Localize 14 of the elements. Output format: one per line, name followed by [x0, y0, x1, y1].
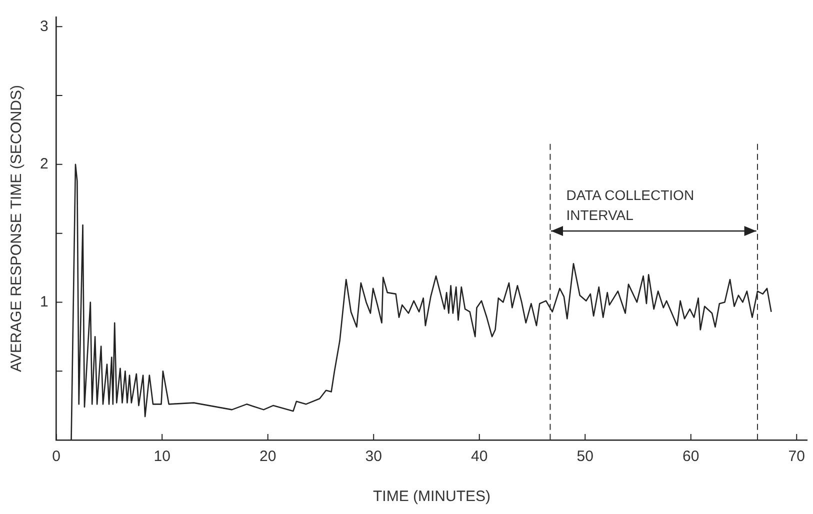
y-axis-title: AVERAGE RESPONSE TIME (SECONDS): [8, 84, 26, 372]
y-tick-label: 3: [40, 18, 48, 35]
x-tick-label: 30: [365, 448, 382, 466]
x-tick-label: 40: [471, 448, 488, 466]
x-axis-title: TIME (MINUTES): [373, 488, 491, 506]
annotation: DATA COLLECTION INTERVAL: [566, 186, 696, 226]
x-tick-label: 20: [260, 448, 276, 466]
x-tick-label: 70: [788, 448, 805, 466]
x-tick-label: 50: [576, 448, 594, 466]
x-tick-label: 0: [52, 448, 61, 466]
x-tick-label: 10: [154, 448, 170, 466]
y-tick-label: 2: [40, 156, 48, 173]
x-tick-label: 60: [682, 448, 700, 466]
y-tick-label: 1: [40, 293, 48, 310]
